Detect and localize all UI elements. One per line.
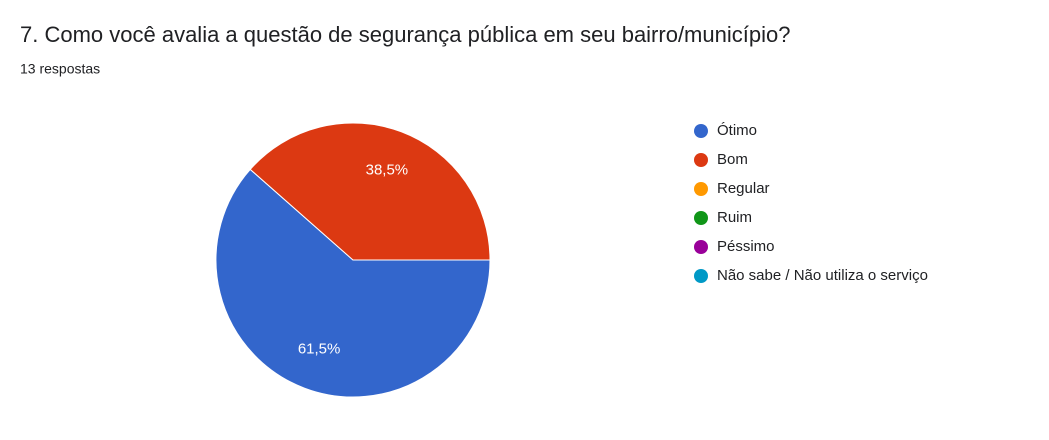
legend-marker [694,182,708,196]
legend-label: Ótimo [717,122,757,139]
legend-marker [694,240,708,254]
legend-label: Bom [717,151,748,168]
legend-label: Regular [717,180,770,197]
pie-slice [249,122,491,261]
slice-label: 38,5% [366,161,409,178]
legend-marker [694,153,708,167]
legend-marker [694,269,708,283]
slice-label: 61,5% [298,341,341,358]
legend-label: Não sabe / Não utiliza o serviço [717,267,928,284]
legend-label: Péssimo [717,238,775,255]
legend-marker [694,124,708,138]
chart-subtitle: 13 respostas [20,61,100,77]
legend-label: Ruim [717,209,752,226]
pie-slice [215,168,491,398]
chart-title: 7. Como você avalia a questão de seguran… [20,22,790,47]
legend-marker [694,211,708,225]
